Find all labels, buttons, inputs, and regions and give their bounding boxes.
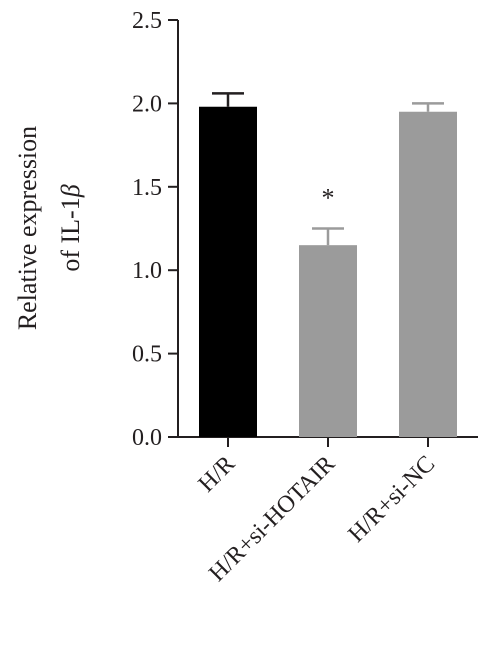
bars: *	[199, 92, 457, 438]
y-tick-label: 2.5	[132, 8, 162, 34]
y-tick-label: 2.0	[132, 91, 162, 117]
y-tick-label: 0.5	[132, 342, 162, 368]
significance-marker: *	[322, 184, 335, 213]
bar	[199, 106, 257, 438]
bar	[399, 111, 457, 438]
y-axis: 0.0 0.5 1.0 1.5 2.0 2.5	[132, 8, 179, 451]
bar	[299, 245, 357, 437]
y-axis-title-2: of IL-1β	[56, 184, 85, 271]
y-axis-title-symbol: β	[56, 184, 85, 198]
y-axis-title-line2: of IL-1	[56, 197, 85, 271]
y-axis-title: Relative expression	[13, 126, 42, 330]
y-tick-label: 1.5	[132, 175, 162, 201]
x-tick-labels: H/RH/R+si-HOTAIR H/R+si-NC	[194, 451, 441, 587]
x-axis	[178, 436, 478, 447]
y-axis-title-line1: Relative expression	[13, 126, 42, 330]
x-tick-label: H/R	[194, 451, 241, 498]
y-tick-label: 0.0	[132, 425, 162, 451]
x-tick-label: H/R+si-NC	[343, 451, 440, 548]
y-tick-label: 1.0	[132, 258, 162, 284]
